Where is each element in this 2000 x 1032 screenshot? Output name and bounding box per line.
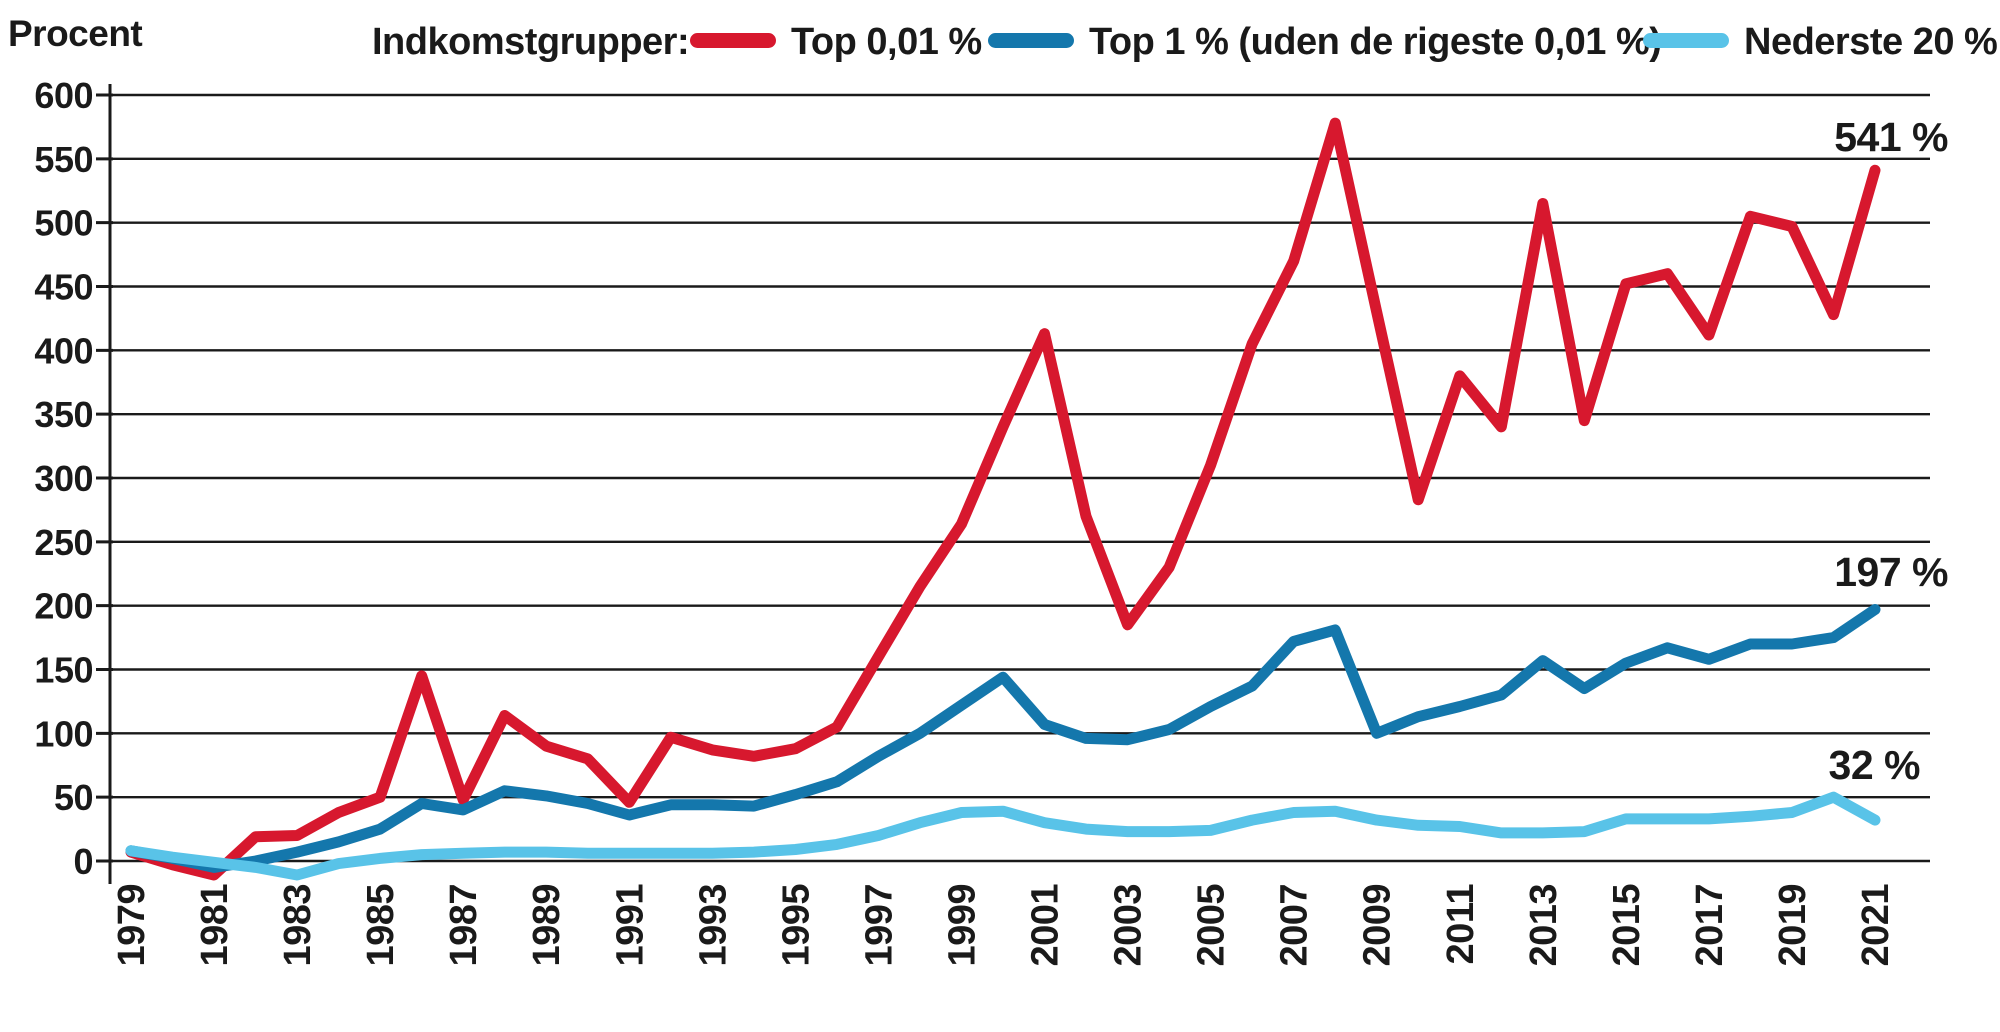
y-tick-label-350: 350 — [34, 394, 93, 435]
x-tick-label-1985: 1985 — [360, 884, 402, 967]
series-line-1 — [125, 604, 1881, 873]
x-axis-labels-layer: 1979 1981 1983 1985 1987 1989 1991 1993 1995 1997… — [111, 884, 1897, 967]
x-tick-label-2009: 2009 — [1357, 884, 1399, 967]
end-value-label-bottom-20: 32 % — [1829, 742, 1920, 788]
legend-swatch-top-0-01 — [690, 33, 776, 48]
x-tick-label-1999: 1999 — [941, 884, 983, 967]
series-lines-layer — [125, 117, 1881, 881]
x-tick-label-1979: 1979 — [111, 884, 153, 967]
series-line-2 — [125, 791, 1881, 881]
legend-title: Indkomstgrupper: — [372, 21, 689, 63]
gridlines-layer — [110, 93, 1930, 863]
legend-swatch-top-1 — [988, 33, 1074, 48]
y-tick-label-600: 600 — [34, 75, 93, 116]
y-tick-label-200: 200 — [34, 586, 93, 627]
y-tick-label-500: 500 — [34, 203, 93, 244]
x-tick-label-2007: 2007 — [1274, 884, 1316, 967]
x-tick-label-1997: 1997 — [858, 884, 900, 967]
legend: Indkomstgrupper: Top 0,01 % Top 1 % (ude… — [372, 21, 1998, 63]
x-tick-label-2013: 2013 — [1523, 884, 1565, 967]
y-tick-label-400: 400 — [34, 330, 93, 371]
series-line-0 — [125, 117, 1881, 881]
x-tick-label-2017: 2017 — [1689, 884, 1731, 967]
y-tick-label-150: 150 — [34, 650, 93, 691]
y-tick-label-50: 50 — [54, 777, 93, 818]
x-tick-label-1995: 1995 — [775, 884, 817, 967]
legend-label-top-0-01: Top 0,01 % — [791, 21, 982, 63]
legend-label-top-1: Top 1 % (uden de rigeste 0,01 %) — [1089, 21, 1661, 63]
y-tick-label-450: 450 — [34, 267, 93, 308]
end-value-label-top-1: 197 % — [1834, 549, 1948, 595]
x-tick-label-2005: 2005 — [1191, 884, 1233, 967]
y-tick-label-550: 550 — [34, 139, 93, 180]
legend-label-bottom-20: Nederste 20 % — [1744, 21, 1997, 63]
x-tick-label-1987: 1987 — [443, 884, 485, 967]
y-tick-label-0: 0 — [73, 841, 93, 882]
end-value-label-top-0-01: 541 % — [1834, 114, 1948, 160]
y-axis-title: Procent — [8, 13, 142, 54]
x-tick-label-2001: 2001 — [1025, 884, 1067, 967]
y-tick-label-300: 300 — [34, 458, 93, 499]
legend-swatch-bottom-20 — [1643, 33, 1729, 48]
x-tick-label-1981: 1981 — [194, 884, 236, 967]
x-tick-label-2021: 2021 — [1855, 884, 1897, 967]
y-tick-label-250: 250 — [34, 522, 93, 563]
x-tick-label-2015: 2015 — [1606, 884, 1648, 967]
x-tick-label-2003: 2003 — [1108, 884, 1150, 967]
x-tick-label-1989: 1989 — [526, 884, 568, 967]
x-tick-label-1991: 1991 — [609, 884, 651, 967]
x-tick-label-1993: 1993 — [692, 884, 734, 967]
y-axis-ticks-layer: 0 50 100 150 200 250 300 350 400 450 500 550 600 — [34, 75, 113, 884]
y-tick-label-100: 100 — [34, 713, 93, 754]
x-tick-label-2019: 2019 — [1772, 884, 1814, 967]
x-tick-label-1983: 1983 — [277, 884, 319, 967]
x-tick-label-2011: 2011 — [1440, 884, 1482, 965]
